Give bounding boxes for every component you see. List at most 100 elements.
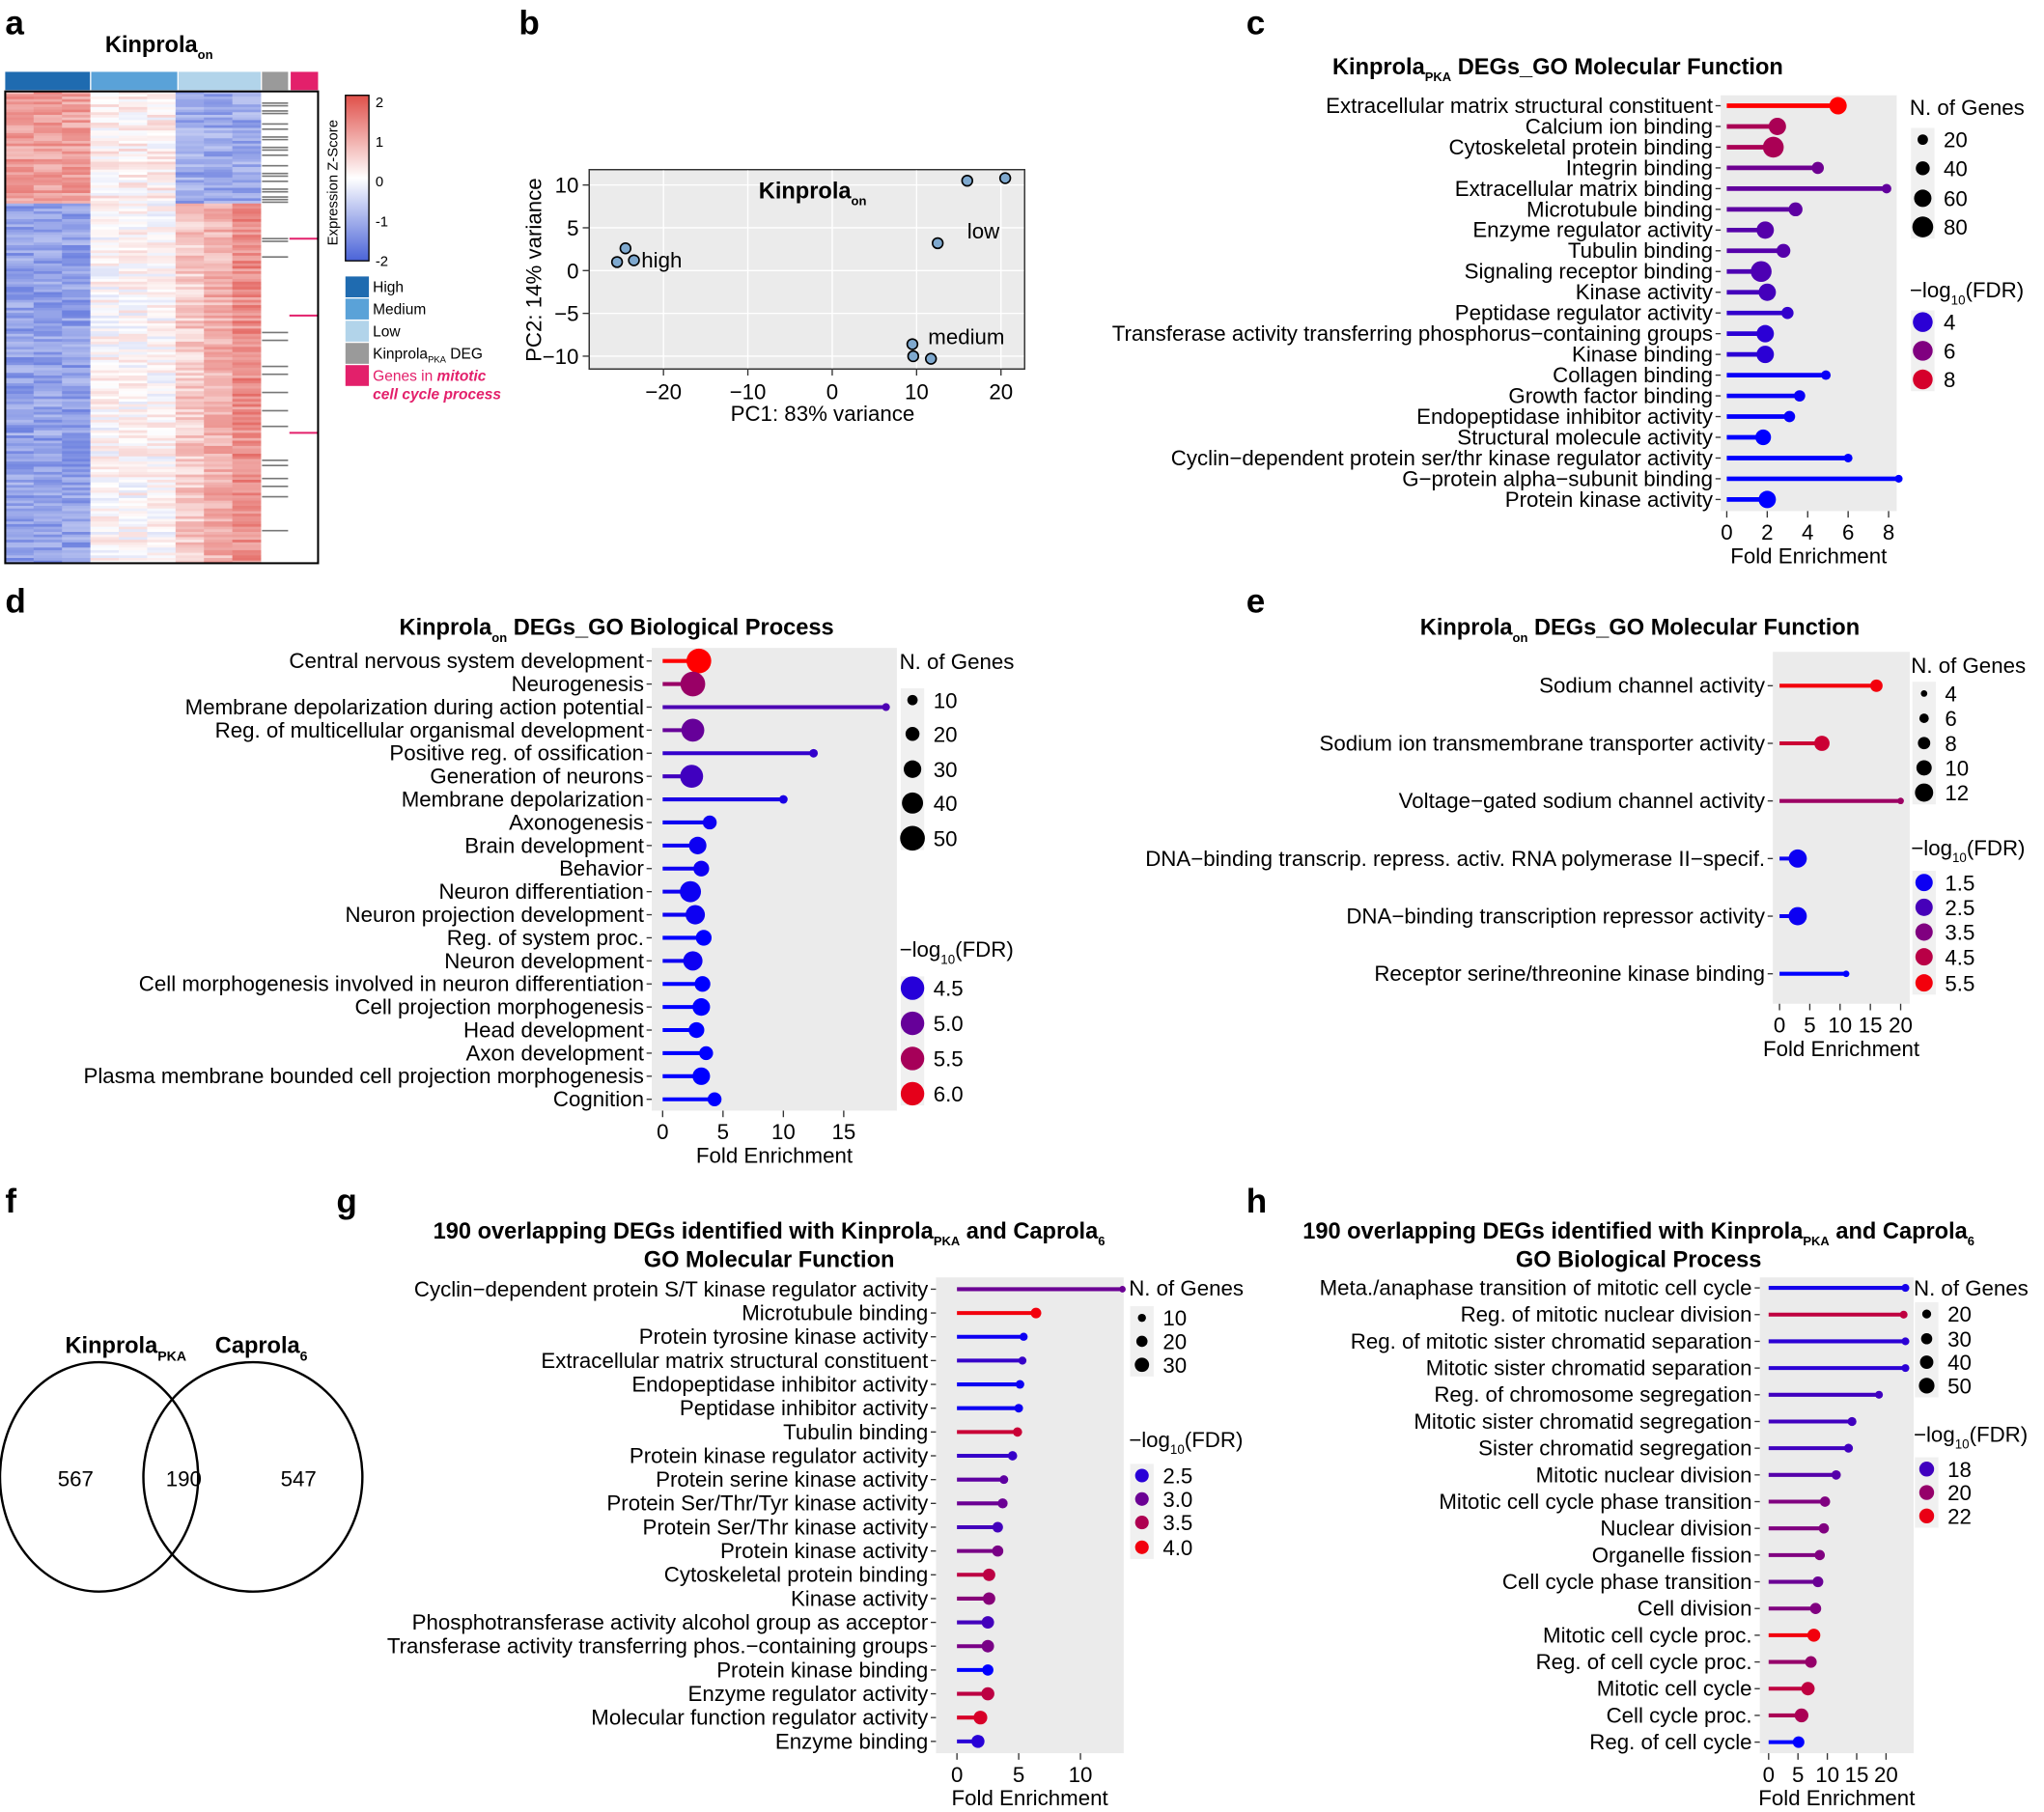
- heatmap-cell: [232, 377, 262, 381]
- heatmap-cell: [232, 114, 262, 119]
- heatmap-cell: [204, 560, 234, 564]
- heatmap-cell: [232, 210, 262, 214]
- term-label: Cell morphogenesis involved in neuron di…: [139, 972, 644, 996]
- heatmap-cell: [33, 482, 63, 486]
- heatmap-cell: [62, 117, 92, 121]
- heatmap-cell: [33, 123, 63, 126]
- heatmap-cell: [33, 135, 63, 139]
- text-segment: (FDR): [1185, 1428, 1244, 1452]
- heatmap-cell: [232, 276, 262, 280]
- heatmap-cell: [175, 523, 205, 528]
- heatmap-cell: [90, 153, 120, 157]
- heatmap-cell: [232, 125, 262, 128]
- heatmap-cell: [119, 279, 148, 283]
- heatmap-cell: [62, 393, 92, 398]
- heatmap-cell: [147, 432, 177, 436]
- heatmap-cell: [175, 120, 205, 124]
- heatmap-cell: [90, 258, 120, 262]
- heatmap-cell: [33, 555, 63, 559]
- lollipop-point: [1018, 1356, 1027, 1365]
- heatmap-cell: [147, 112, 177, 116]
- heatmap-cell: [147, 263, 177, 266]
- heatmap-cell: [147, 471, 177, 476]
- heatmap-cell: [5, 166, 35, 171]
- heatmap-cell: [147, 151, 177, 154]
- heatmap-cell: [90, 94, 120, 98]
- heatmap-cell: [119, 414, 148, 418]
- heatmap-cell: [119, 419, 148, 424]
- heatmap-cell: [5, 466, 35, 470]
- term-label: Receptor serine/threonine kinase binding: [1374, 962, 1765, 986]
- plot-panel: [936, 1277, 1124, 1754]
- heatmap-cell: [90, 375, 120, 379]
- heatmap-cell: [5, 109, 35, 113]
- plot-panel: [652, 648, 897, 1111]
- term-label: Calcium ion binding: [1526, 114, 1713, 138]
- heatmap-cell: [204, 367, 234, 372]
- heatmap-cell: [62, 542, 92, 545]
- heatmap-cell: [232, 98, 262, 102]
- heatmap-cell: [204, 289, 234, 293]
- heatmap-cell: [90, 172, 120, 176]
- heatmap-cell: [33, 151, 63, 154]
- heatmap-cell: [90, 156, 120, 160]
- lollipop-point: [1758, 490, 1777, 509]
- heatmap-cell: [119, 156, 148, 160]
- heatmap-cell: [175, 276, 205, 280]
- heatmap-cell: [90, 404, 120, 407]
- heatmap-cell: [62, 175, 92, 179]
- heatmap-cell: [147, 414, 177, 418]
- heatmap-cell: [5, 273, 35, 277]
- heatmap-cell: [5, 175, 35, 179]
- heatmap-cell: [119, 488, 148, 491]
- size-legend-label: 30: [1947, 1327, 1972, 1352]
- panel-c-lollipop-chart: KinprolaPKA DEGs_GO Molecular FunctionEx…: [1112, 55, 2025, 568]
- lollipop-point: [1750, 261, 1772, 283]
- heatmap-cell: [204, 511, 234, 515]
- heatmap-cell: [62, 534, 92, 538]
- heatmap-cell: [119, 448, 148, 452]
- heatmap-cell: [90, 437, 120, 441]
- heatmap-cell: [175, 463, 205, 467]
- heatmap-cell: [204, 216, 234, 220]
- heatmap-cell: [62, 428, 92, 432]
- heatmap-cell: [147, 192, 177, 197]
- heatmap-cell: [204, 201, 234, 205]
- heatmap-cell: [147, 130, 177, 134]
- term-label: Plasma membrane bounded cell projection …: [83, 1064, 643, 1088]
- heatmap-cell: [90, 281, 120, 285]
- heatmap-cell: [147, 339, 177, 343]
- lollipop-point: [1899, 1310, 1908, 1319]
- heatmap-cell: [33, 549, 63, 554]
- heatmap-cell: [119, 265, 148, 269]
- heatmap-cell: [5, 153, 35, 157]
- heatmap-cell: [232, 227, 262, 231]
- heatmap-cell: [232, 375, 262, 379]
- heatmap-cell: [5, 221, 35, 225]
- heatmap-cell: [119, 166, 148, 171]
- heatmap-cell: [119, 331, 148, 335]
- heatmap-cell: [175, 529, 205, 533]
- heatmap-cell: [119, 263, 148, 266]
- heatmap-cell: [204, 247, 234, 251]
- heatmap-cell: [90, 97, 120, 100]
- heatmap-cell: [232, 296, 262, 301]
- heatmap-cell: [147, 497, 177, 502]
- heatmap-cell: [175, 549, 205, 554]
- heatmap-cell: [204, 310, 234, 314]
- heatmap-cell: [33, 218, 63, 223]
- heatmap-cell: [232, 244, 262, 249]
- heatmap-cell: [119, 375, 148, 379]
- lollipop-point: [1843, 1443, 1854, 1453]
- heatmap-cell: [62, 347, 92, 350]
- heatmap-cell: [204, 229, 234, 233]
- heatmap-cell: [175, 555, 205, 559]
- heatmap-cell: [119, 430, 148, 433]
- size-legend-label: 8: [1945, 732, 1956, 756]
- lollipop-point: [707, 1092, 722, 1106]
- x-tick-label: 4: [1802, 520, 1813, 544]
- heatmap-cell: [147, 336, 177, 340]
- heatmap-cell: [204, 365, 234, 369]
- heatmap-cell: [147, 454, 177, 458]
- heatmap-cell: [204, 443, 234, 447]
